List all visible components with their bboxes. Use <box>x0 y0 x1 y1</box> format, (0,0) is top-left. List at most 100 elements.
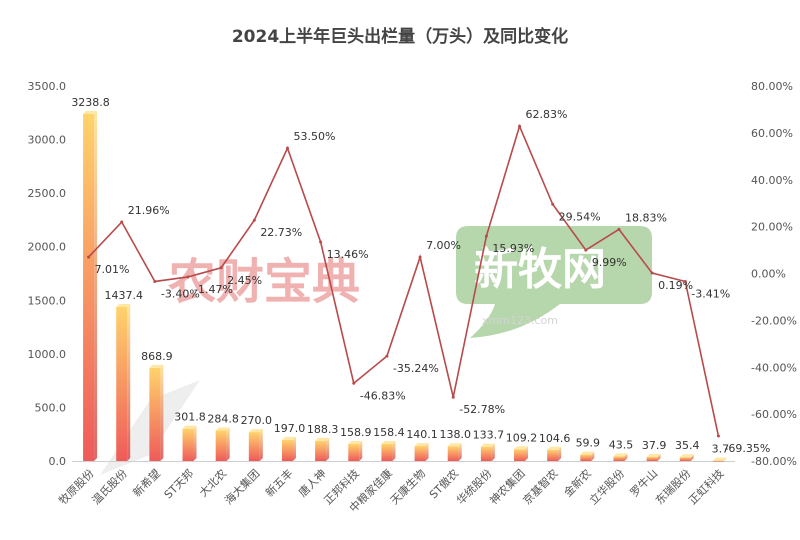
bar <box>480 443 495 461</box>
category-label: 新希望 <box>130 466 163 499</box>
bar-side <box>193 425 197 461</box>
bar-face <box>447 446 459 461</box>
category-label: 天康生物 <box>387 466 428 507</box>
bar <box>580 451 595 461</box>
bar-face <box>514 449 526 461</box>
bar-face <box>580 454 592 461</box>
bar-side <box>491 443 495 461</box>
right-axis-tick: -60.00% <box>751 408 797 421</box>
line-point <box>617 227 621 231</box>
bar-value-label: 133.7 <box>473 429 505 442</box>
bar-side <box>226 427 230 461</box>
bar-value-label: 43.5 <box>609 438 634 451</box>
bar-side <box>94 110 98 461</box>
left-axis-tick: 3000.0 <box>28 134 67 147</box>
category-label: 华统股份 <box>453 466 494 507</box>
line-point <box>650 271 654 275</box>
line-value-label: 9.99% <box>592 256 627 269</box>
bar-face <box>646 456 658 461</box>
line-point <box>683 279 687 283</box>
bar <box>281 436 296 461</box>
line-point <box>518 124 522 128</box>
bar-value-label: 868.9 <box>141 350 173 363</box>
bar-side <box>591 451 595 461</box>
line-value-label: 53.50% <box>293 130 335 143</box>
line-point <box>252 218 256 222</box>
bar-face <box>480 446 492 461</box>
bar-face <box>116 306 128 461</box>
bar-face <box>613 456 625 461</box>
bar-value-label: 3238.8 <box>71 96 110 109</box>
bar <box>712 457 727 462</box>
left-axis-tick: 1500.0 <box>28 294 67 307</box>
category-label: 牧原股份 <box>56 466 97 507</box>
right-axis-tick: -40.00% <box>751 361 797 374</box>
line-point <box>484 234 488 238</box>
bar <box>414 442 429 461</box>
bar-face <box>315 440 327 461</box>
line-point <box>319 240 323 244</box>
bar-top <box>281 436 296 440</box>
line-point <box>418 255 422 259</box>
bar-top <box>712 457 727 461</box>
bar-side <box>558 446 562 461</box>
bar-value-label: 301.8 <box>174 411 206 424</box>
bar-side <box>292 436 296 461</box>
watermark-right-subtext: xmm123.com <box>482 314 558 327</box>
bar-side <box>657 453 661 461</box>
bar-value-label: 197.0 <box>274 422 306 435</box>
line-value-label: -69.35% <box>724 442 770 455</box>
category-label: 立华股份 <box>586 466 627 507</box>
line-point <box>219 266 223 270</box>
right-axis-tick: -20.00% <box>751 314 797 327</box>
bar-top <box>613 453 628 457</box>
bar-side <box>723 457 727 461</box>
bar <box>679 454 694 461</box>
bar-side <box>359 440 363 461</box>
bar-top <box>248 429 263 433</box>
bar-value-label: 59.9 <box>576 437 601 450</box>
bar-face <box>348 443 360 461</box>
bar-value-label: 35.4 <box>675 439 700 452</box>
bar-face <box>414 445 426 461</box>
bar-value-label: 37.9 <box>642 439 667 452</box>
category-label: 新五丰 <box>262 466 295 499</box>
watermark-logo-right: 新牧网 xmm123.com <box>456 226 652 338</box>
bar <box>83 110 98 461</box>
bar-side <box>392 441 396 461</box>
line-value-label: 15.93% <box>492 242 534 255</box>
category-label: 海大集团 <box>221 466 262 507</box>
bar-side <box>690 454 694 461</box>
bar-top <box>182 425 197 429</box>
bar-top <box>547 446 562 450</box>
line-value-label: 18.83% <box>625 211 667 224</box>
bar <box>447 443 462 461</box>
bar-top <box>149 364 164 368</box>
bar-top <box>480 443 495 447</box>
category-label: 京基智农 <box>520 466 561 507</box>
bar-face <box>83 113 95 461</box>
line-point <box>153 279 157 283</box>
left-axis-tick: 1000.0 <box>28 348 67 361</box>
bar-face <box>149 367 161 461</box>
bar-top <box>414 442 429 446</box>
line-value-label: 29.54% <box>559 210 601 223</box>
category-label: 金新农 <box>561 466 594 499</box>
bar-value-label: 1437.4 <box>104 289 143 302</box>
line-value-label: 2.45% <box>227 274 262 287</box>
line-point <box>285 146 289 150</box>
bar-top <box>646 453 661 457</box>
category-label: 温氏股份 <box>90 467 130 507</box>
line-point <box>186 275 190 279</box>
bar <box>547 446 562 461</box>
category-label: 罗牛山 <box>627 466 660 499</box>
bar-side <box>326 437 330 461</box>
bar-value-label: 3.7 <box>712 443 730 456</box>
bar-face <box>679 457 691 461</box>
right-axis-tick: 20.00% <box>751 221 793 234</box>
line-value-label: -1.47% <box>194 283 233 296</box>
bar-top <box>215 427 230 431</box>
category-label: ST天邦 <box>162 467 196 501</box>
left-axis-tick: 3500.0 <box>28 80 67 93</box>
